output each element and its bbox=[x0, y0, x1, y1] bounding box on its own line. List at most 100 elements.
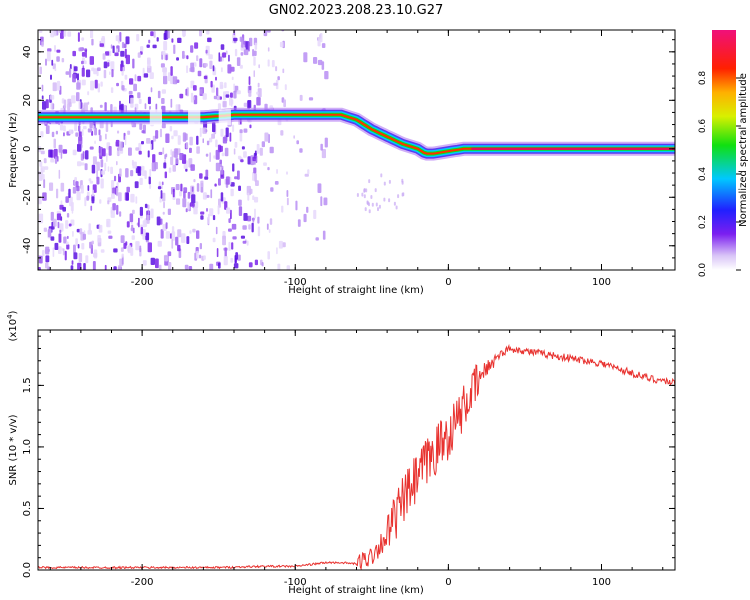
noise-speckle bbox=[323, 197, 328, 206]
noise-speckle bbox=[168, 262, 172, 270]
noise-speckle bbox=[170, 156, 174, 165]
noise-speckle bbox=[174, 148, 178, 158]
ridge-gap bbox=[218, 109, 231, 126]
noise-speckle bbox=[163, 201, 165, 209]
noise-speckle bbox=[299, 94, 303, 101]
noise-speckle bbox=[182, 30, 186, 38]
noise-speckle bbox=[215, 76, 217, 81]
noise-speckle bbox=[275, 66, 278, 72]
noise-speckle bbox=[66, 241, 69, 245]
noise-speckle bbox=[247, 192, 250, 201]
noise-speckle bbox=[139, 206, 143, 216]
noise-speckle bbox=[192, 228, 196, 233]
noise-speckle bbox=[296, 140, 299, 145]
noise-speckle bbox=[67, 103, 71, 111]
noise-speckle bbox=[59, 229, 62, 234]
noise-speckle bbox=[82, 151, 85, 159]
noise-speckle bbox=[205, 169, 209, 177]
noise-speckle bbox=[239, 64, 243, 69]
noise-speckle bbox=[277, 263, 281, 270]
noise-speckle bbox=[53, 218, 57, 227]
noise-speckle bbox=[62, 248, 65, 256]
noise-speckle bbox=[177, 37, 182, 43]
noise-speckle bbox=[366, 200, 369, 205]
noise-speckle bbox=[118, 192, 122, 202]
noise-speckle bbox=[114, 52, 119, 57]
noise-speckle bbox=[219, 145, 223, 152]
noise-speckle bbox=[92, 261, 96, 270]
noise-speckle bbox=[148, 39, 151, 44]
noise-speckle bbox=[126, 221, 130, 228]
noise-speckle bbox=[203, 255, 206, 260]
noise-speckle bbox=[225, 127, 229, 138]
noise-speckle bbox=[104, 264, 107, 270]
noise-speckle bbox=[126, 186, 130, 193]
noise-speckle bbox=[232, 236, 237, 240]
noise-speckle bbox=[194, 42, 199, 49]
noise-speckle bbox=[54, 156, 58, 164]
noise-speckle bbox=[43, 179, 46, 189]
noise-speckle bbox=[72, 149, 77, 156]
y-tick-label: 0.0 bbox=[22, 562, 33, 578]
noise-speckle bbox=[176, 57, 179, 61]
noise-speckle bbox=[230, 92, 233, 98]
noise-speckle bbox=[155, 258, 159, 269]
noise-speckle bbox=[56, 188, 59, 199]
noise-speckle bbox=[190, 66, 195, 73]
noise-speckle bbox=[313, 57, 318, 64]
noise-speckle bbox=[159, 128, 162, 138]
noise-speckle bbox=[229, 97, 232, 106]
noise-speckle bbox=[304, 173, 309, 177]
noise-speckle bbox=[41, 41, 44, 47]
noise-speckle bbox=[98, 146, 103, 157]
noise-speckle bbox=[172, 164, 176, 172]
noise-speckle bbox=[90, 30, 94, 39]
noise-speckle bbox=[72, 231, 74, 237]
noise-speckle bbox=[216, 248, 219, 258]
noise-speckle bbox=[303, 52, 308, 63]
noise-speckle bbox=[224, 82, 227, 89]
noise-speckle bbox=[45, 58, 47, 66]
noise-speckle bbox=[161, 50, 166, 55]
noise-speckle bbox=[86, 69, 91, 78]
noise-speckle bbox=[234, 141, 238, 148]
noise-speckle bbox=[170, 149, 173, 156]
noise-speckle bbox=[53, 30, 57, 37]
noise-speckle bbox=[132, 209, 135, 214]
noise-speckle bbox=[39, 66, 42, 75]
noise-speckle bbox=[191, 186, 194, 192]
noise-speckle bbox=[81, 52, 86, 57]
noise-speckle bbox=[132, 227, 135, 234]
noise-speckle bbox=[99, 43, 104, 47]
noise-speckle bbox=[54, 45, 56, 52]
noise-speckle bbox=[252, 172, 255, 181]
noise-speckle bbox=[225, 184, 229, 188]
noise-speckle bbox=[282, 242, 286, 248]
y-tick-label: 20 bbox=[22, 94, 33, 107]
noise-speckle bbox=[110, 61, 115, 71]
noise-speckle bbox=[204, 63, 208, 67]
noise-speckle bbox=[179, 93, 184, 99]
noise-speckle bbox=[105, 122, 109, 132]
noise-speckle bbox=[76, 82, 81, 90]
noise-speckle bbox=[137, 166, 142, 176]
noise-speckle bbox=[196, 135, 199, 145]
noise-speckle bbox=[147, 96, 151, 105]
noise-speckle bbox=[139, 177, 143, 185]
noise-speckle bbox=[72, 73, 76, 83]
noise-speckle bbox=[54, 67, 57, 72]
noise-speckle bbox=[284, 84, 287, 91]
noise-speckle bbox=[193, 206, 198, 215]
noise-speckle bbox=[168, 167, 172, 173]
noise-speckle bbox=[225, 91, 230, 95]
noise-speckle bbox=[171, 135, 174, 140]
noise-speckle bbox=[163, 254, 169, 262]
noise-speckle bbox=[233, 83, 235, 91]
noise-speckle bbox=[240, 52, 244, 56]
noise-speckle bbox=[143, 73, 149, 78]
noise-speckle bbox=[120, 63, 123, 72]
noise-speckle bbox=[234, 48, 238, 57]
noise-speckle bbox=[232, 163, 235, 172]
noise-speckle bbox=[40, 166, 45, 173]
noise-speckle bbox=[198, 254, 202, 259]
